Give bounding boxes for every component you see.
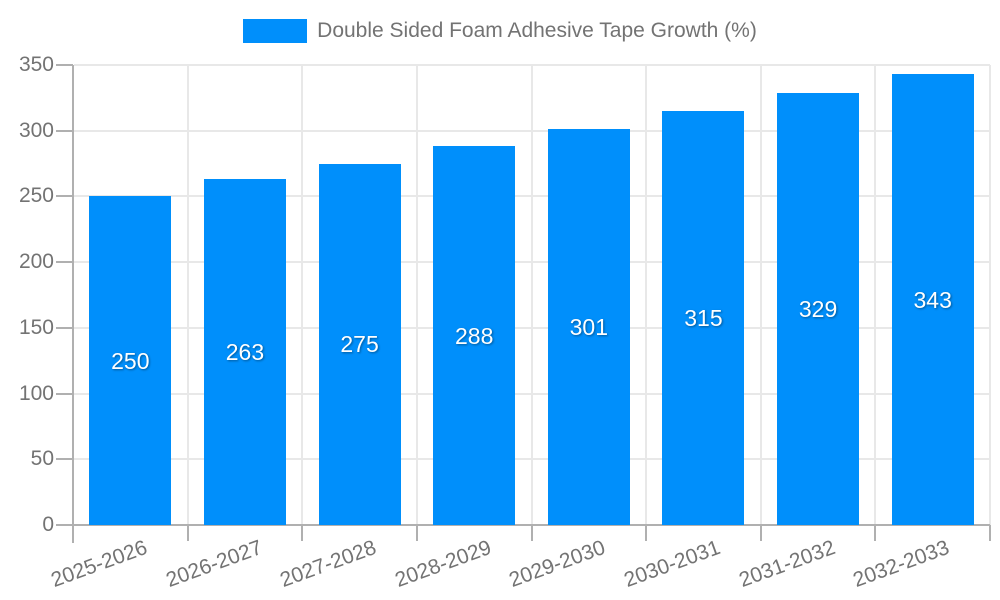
y-axis-label: 200 bbox=[18, 250, 54, 274]
y-axis-label: 300 bbox=[18, 118, 54, 142]
gridline-vertical bbox=[186, 65, 189, 525]
bar-2029-2030[interactable] bbox=[547, 129, 630, 525]
legend-swatch-icon bbox=[243, 19, 308, 43]
bar-2026-2027[interactable] bbox=[203, 179, 286, 525]
x-axis-label-2032-2033: 2032-2033 bbox=[850, 536, 953, 592]
bar-value-label: 301 bbox=[569, 314, 608, 341]
y-axis-tick bbox=[56, 392, 73, 395]
gridline-vertical bbox=[415, 65, 418, 525]
bar-value-label: 288 bbox=[455, 322, 494, 349]
bar-value-label: 343 bbox=[913, 286, 952, 313]
gridline-vertical bbox=[530, 65, 533, 525]
x-axis-tick bbox=[874, 525, 877, 541]
x-axis-tick bbox=[415, 525, 418, 541]
x-axis-tick bbox=[759, 525, 762, 541]
gridline-vertical bbox=[759, 65, 762, 525]
x-axis-tick bbox=[530, 525, 533, 541]
x-axis-label-2027-2028: 2027-2028 bbox=[277, 536, 380, 592]
y-axis-label: 150 bbox=[18, 315, 54, 339]
legend-item[interactable]: Double Sided Foam Adhesive Tape Growth (… bbox=[0, 19, 1000, 43]
y-axis-tick bbox=[56, 261, 73, 264]
bar-value-label: 263 bbox=[225, 339, 265, 366]
gridline-vertical bbox=[989, 65, 991, 525]
x-axis-label-2030-2031: 2030-2031 bbox=[621, 536, 724, 592]
y-axis-label: 50 bbox=[30, 447, 54, 471]
y-axis-label: 250 bbox=[18, 184, 54, 208]
bar-2032-2033[interactable] bbox=[891, 74, 974, 525]
x-axis-tick bbox=[301, 525, 304, 541]
y-axis-tick bbox=[56, 326, 73, 329]
x-axis-tick bbox=[989, 525, 991, 541]
bar-value-label: 329 bbox=[798, 295, 838, 322]
legend-label: Double Sided Foam Adhesive Tape Growth (… bbox=[317, 19, 757, 42]
x-axis-label-2025-2026: 2025-2026 bbox=[47, 536, 151, 592]
y-axis-tick bbox=[56, 195, 73, 198]
y-axis-label: 0 bbox=[42, 513, 54, 536]
bar-value-label: 275 bbox=[340, 331, 379, 358]
y-axis-tick bbox=[56, 458, 73, 461]
y-axis-tick bbox=[56, 129, 73, 132]
bar-value-label: 250 bbox=[111, 347, 150, 374]
x-axis-label-2026-2027: 2026-2027 bbox=[162, 536, 265, 592]
x-axis-tick bbox=[186, 525, 189, 541]
bar-2030-2031[interactable] bbox=[662, 111, 745, 525]
x-axis-label-2031-2032: 2031-2032 bbox=[735, 536, 838, 592]
x-axis-line bbox=[56, 524, 990, 526]
bar-2031-2032[interactable] bbox=[777, 92, 860, 525]
x-axis-label-2029-2030: 2029-2030 bbox=[506, 536, 609, 592]
gridline-vertical bbox=[645, 65, 648, 525]
y-axis-tick bbox=[56, 64, 73, 66]
bar-2027-2028[interactable] bbox=[318, 163, 401, 525]
gridline-vertical bbox=[301, 65, 304, 525]
y-axis-line bbox=[72, 65, 74, 543]
y-axis-label: 100 bbox=[18, 381, 54, 405]
x-axis-tick bbox=[645, 525, 648, 541]
bar-2025-2026[interactable] bbox=[89, 196, 172, 525]
bar-value-label: 315 bbox=[684, 305, 723, 331]
bar-2028-2029[interactable] bbox=[433, 146, 516, 525]
x-axis-label-2028-2029: 2028-2029 bbox=[391, 536, 495, 592]
gridline-vertical bbox=[874, 65, 877, 525]
y-axis-label: 350 bbox=[18, 53, 54, 76]
